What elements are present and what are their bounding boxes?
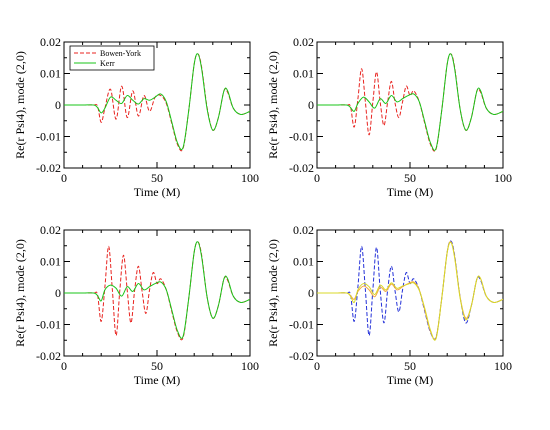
y-tick-label: -0.02: [289, 161, 314, 175]
y-tick-label: 0: [55, 286, 61, 300]
series-group: [317, 53, 503, 152]
x-tick-label: 50: [151, 359, 163, 373]
y-axis-label: Re(r Psi4), mode (2,0): [266, 51, 280, 159]
x-axis-label: Time (M): [387, 185, 434, 199]
series-line-series-0: [317, 240, 503, 340]
x-tick-label: 50: [151, 171, 163, 185]
y-tick-label: 0: [308, 98, 314, 112]
y-tick-label: -0.02: [289, 349, 314, 363]
y-tick-label: -0.02: [36, 161, 61, 175]
y-tick-label: 0.02: [293, 223, 314, 237]
chart-panel-top-right: 0 50 100 -0.02 -0.01 0 0.01 0.02 Time (M) Re(r Ps…: [266, 35, 512, 199]
y-tick-label: 0.01: [293, 67, 314, 81]
y-tick-label: 0.01: [40, 67, 61, 81]
y-tick-label: 0.02: [293, 35, 314, 49]
series-line-series-1: [317, 53, 503, 151]
x-tick-label: 100: [241, 171, 259, 185]
x-axis-label: Time (M): [387, 373, 434, 387]
legend-entry-label: Bowen-York: [100, 49, 141, 58]
series-group: [64, 53, 250, 152]
y-axis-label: Re(r Psi4), mode (2,0): [13, 239, 27, 347]
y-tick-label: 0: [55, 98, 61, 112]
chart-panel-bottom-left: 0 50 100 -0.02 -0.01 0 0.01 0.02 Time (M) Re(r Ps…: [13, 223, 259, 387]
x-tick-label: 0: [314, 359, 320, 373]
y-tick-label: 0.01: [293, 255, 314, 269]
series-line-series-0: [317, 53, 503, 152]
x-tick-label: 50: [404, 359, 416, 373]
chart-panel-bottom-right: 0 50 100 -0.02 -0.01 0 0.01 0.02 Time (M) Re(r Ps…: [266, 223, 512, 387]
series-line-series-1: [317, 241, 503, 341]
series-line-series-2: [317, 241, 503, 341]
x-tick-label: 100: [494, 171, 512, 185]
x-tick-label: 100: [494, 359, 512, 373]
y-tick-label: -0.01: [36, 130, 61, 144]
y-tick-label: 0.01: [40, 255, 61, 269]
y-tick-label: 0.02: [40, 35, 61, 49]
x-axis-label: Time (M): [134, 373, 181, 387]
y-tick-label: -0.01: [289, 130, 314, 144]
series-line-series-0: [64, 241, 250, 341]
series-line-series-1: [64, 241, 250, 339]
y-tick-label: -0.01: [289, 318, 314, 332]
series-group: [317, 240, 503, 341]
x-tick-label: 0: [61, 171, 67, 185]
x-tick-label: 100: [241, 359, 259, 373]
legend-entry-label: Kerr: [100, 59, 115, 68]
y-axis-label: Re(r Psi4), mode (2,0): [266, 239, 280, 347]
x-tick-label: 0: [314, 171, 320, 185]
x-axis-label: Time (M): [134, 185, 181, 199]
series-group: [64, 241, 250, 341]
legend-box: [69, 45, 155, 71]
chart-panel-top-left: 0 50 100 -0.02 -0.01 0 0.01 0.02 Time (M) Re(r Ps…: [13, 35, 259, 199]
x-tick-label: 0: [61, 359, 67, 373]
y-axis-label: Re(r Psi4), mode (2,0): [13, 51, 27, 159]
y-tick-label: -0.01: [36, 318, 61, 332]
series-line-kerr: [64, 53, 250, 151]
y-tick-label: 0.02: [40, 223, 61, 237]
x-tick-label: 50: [404, 171, 416, 185]
y-tick-label: -0.02: [36, 349, 61, 363]
y-tick-label: 0: [308, 286, 314, 300]
